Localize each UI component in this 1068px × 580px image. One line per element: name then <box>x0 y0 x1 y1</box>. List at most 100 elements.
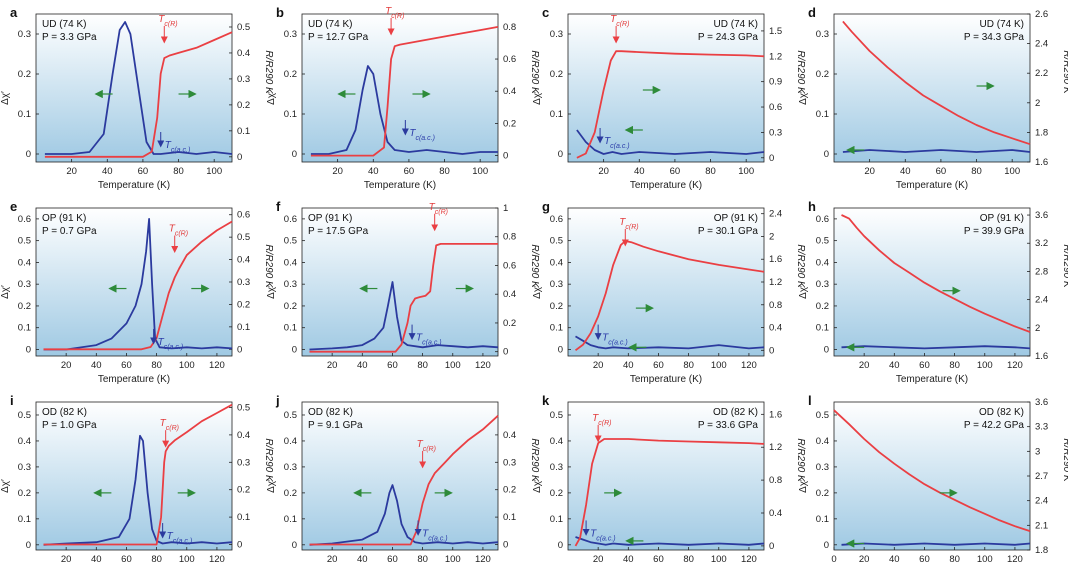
y-left-axis-label: Δχ′ <box>798 479 809 493</box>
susceptibility-curve <box>576 129 765 155</box>
x-tick-label: 40 <box>634 166 645 177</box>
y-left-tick-label: 0 <box>26 540 31 551</box>
y-right-tick-label: 0.5 <box>237 22 250 33</box>
sample-label: OP (91 K) <box>714 213 758 224</box>
pressure-label: P = 39.9 GPa <box>964 226 1025 237</box>
x-tick-label: 80 <box>439 166 450 177</box>
plot-frame <box>833 13 1031 163</box>
sample-label: OP (91 K) <box>308 213 352 224</box>
tc-ac-label: Tc(a.c.) <box>409 128 435 142</box>
x-tick-label: 60 <box>387 554 398 565</box>
tc-ac-label: Tc(a.c.) <box>167 531 193 545</box>
panel-e: e 20 40 60 80 100 120 0 0.1 0.2 0.3 0.4 0.5 0.6 0 0.1 0.… <box>0 199 274 385</box>
panel-letter: c <box>542 5 549 20</box>
pressure-label: P = 34.3 GPa <box>964 32 1025 43</box>
y-left-tick-label: 0.6 <box>816 214 829 225</box>
y-right-tick-label: 0.9 <box>769 77 782 88</box>
y-right-tick-label: 0 <box>237 344 242 355</box>
x-tick-label: 100 <box>711 360 727 371</box>
plot-frame <box>301 401 499 551</box>
x-tick-label: 100 <box>711 554 727 565</box>
y-left-tick-label: 0.3 <box>816 29 829 40</box>
x-tick-label: 60 <box>653 360 664 371</box>
y-right-tick-label: 0 <box>237 540 242 551</box>
y-right-tick-label: 0.4 <box>237 48 250 59</box>
x-tick-label: 40 <box>368 166 379 177</box>
y-right-tick-label: 0 <box>503 347 508 358</box>
x-tick-label: 120 <box>1007 360 1023 371</box>
sample-label: UD (74 K) <box>42 19 86 30</box>
y-right-tick-label: 1.8 <box>1035 545 1048 556</box>
sample-label: OD (82 K) <box>979 407 1024 418</box>
y-right-tick-label: 2.4 <box>1035 295 1048 306</box>
panel-letter: h <box>808 199 816 214</box>
y-left-tick-label: 0.2 <box>816 69 829 80</box>
y-left-tick-label: 0.4 <box>18 257 31 268</box>
x-tick-label: 40 <box>102 166 113 177</box>
tc-resistance-label: Tc(R) <box>429 202 448 216</box>
pressure-label: P = 24.3 GPa <box>698 32 759 43</box>
y-right-tick-label: 1.6 <box>1035 157 1048 168</box>
x-tick-label: 100 <box>472 166 488 177</box>
y-left-tick-label: 0.6 <box>18 214 31 225</box>
plot-background <box>36 208 232 356</box>
y-right-tick-label: 1.5 <box>769 26 782 37</box>
plot-background <box>36 402 232 550</box>
x-tick-label: 80 <box>417 360 428 371</box>
resistance-curve <box>574 438 765 547</box>
x-tick-label: 120 <box>741 554 757 565</box>
panel-g: g 20 40 60 80 100 120 0 0.1 0.2 0.3 0.4 0.5 0.6 0 0.4 0.… <box>532 199 806 385</box>
panel-l: l 0 20 40 60 80 100 120 0 0.1 0.2 0.3 0.4 0.5 1.8 2.1 2.… <box>798 393 1068 565</box>
tc-resistance-label: Tc(R) <box>160 418 179 432</box>
y-left-axis-label: Δχ′ <box>532 91 543 105</box>
y-right-tick-label: 2 <box>769 231 774 242</box>
y-right-tick-label: 2.4 <box>1035 39 1048 50</box>
y-left-tick-label: 0.1 <box>550 323 563 334</box>
y-left-tick-label: 0.1 <box>18 323 31 334</box>
y-right-tick-label: 0.4 <box>503 289 516 300</box>
tc-ac-label: Tc(a.c.) <box>165 140 191 154</box>
y-left-tick-label: 0.1 <box>18 109 31 120</box>
sample-label: OD (82 K) <box>713 407 758 418</box>
susceptibility-curve <box>309 281 499 351</box>
x-tick-label: 100 <box>179 554 195 565</box>
pressure-label: P = 12.7 GPa <box>308 32 369 43</box>
tc-resistance-label: Tc(R) <box>619 217 638 231</box>
x-tick-label: 120 <box>209 554 225 565</box>
susceptibility-curve <box>43 217 233 351</box>
plot-background <box>834 402 1030 550</box>
y-left-tick-label: 0.5 <box>816 410 829 421</box>
sample-label: UD (74 K) <box>308 19 352 30</box>
y-right-tick-label: 0.6 <box>503 260 516 271</box>
x-tick-label: 20 <box>593 360 604 371</box>
y-left-tick-label: 0 <box>824 149 829 160</box>
susceptibility-curve <box>575 335 765 350</box>
x-tick-label: 60 <box>121 360 132 371</box>
x-tick-label: 100 <box>1004 166 1020 177</box>
y-right-tick-label: 1.6 <box>769 254 782 265</box>
pressure-label: P = 9.1 GPa <box>308 420 363 431</box>
panel-j: j 20 40 60 80 100 120 0 0.1 0.2 0.3 0.4 0.5 0 0.1 0.2 0.… <box>266 393 540 565</box>
pressure-label: P = 3.3 GPa <box>42 32 97 43</box>
sample-label: OP (91 K) <box>42 213 86 224</box>
y-right-tick-label: 0.2 <box>237 299 250 310</box>
panel-k: k 20 40 60 80 100 120 0 0.1 0.2 0.3 0.4 0.5 0 0.4 0.8 1.… <box>532 393 806 565</box>
x-tick-label: 60 <box>936 166 947 177</box>
x-tick-label: 20 <box>859 554 870 565</box>
y-right-tick-label: 0.1 <box>237 322 250 333</box>
y-right-tick-label: 0.4 <box>237 255 250 266</box>
x-tick-label: 80 <box>683 360 694 371</box>
y-right-tick-label: 0 <box>769 153 774 164</box>
pressure-label: P = 17.5 GPa <box>308 226 369 237</box>
y-left-tick-label: 0.5 <box>18 236 31 247</box>
y-left-tick-label: 0.4 <box>816 436 829 447</box>
y-right-tick-label: 2.1 <box>1035 520 1048 531</box>
plot-background <box>302 14 498 162</box>
y-right-tick-label: 0.4 <box>769 508 782 519</box>
x-tick-label: 40 <box>357 554 368 565</box>
y-right-axis-label: R/R290 K <box>263 438 274 483</box>
y-left-tick-label: 0.2 <box>18 488 31 499</box>
tc-ac-label: Tc(a.c.) <box>604 136 630 150</box>
resistance-curve <box>43 220 233 351</box>
